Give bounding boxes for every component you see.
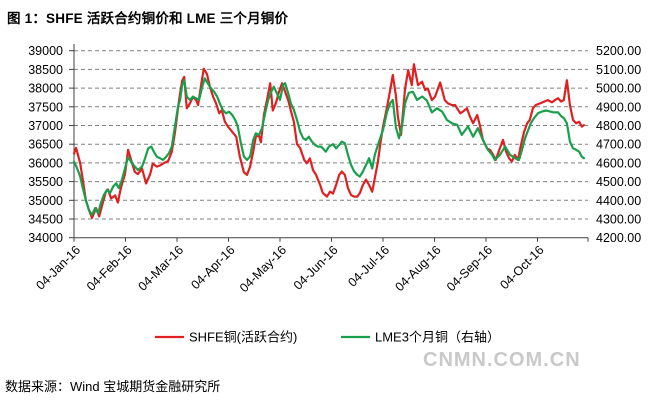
left-axis-tick-label: 38000 — [28, 82, 63, 96]
data-source-note: 数据来源：Wind 宝城期货金融研究所 — [5, 379, 221, 394]
left-axis-tick-label: 36000 — [28, 156, 63, 170]
left-axis-tick-label: 37500 — [28, 100, 63, 114]
x-axis-tick-label: 04-Aug-16 — [392, 243, 443, 294]
right-axis-tick-label: 5000.00 — [596, 82, 641, 96]
legend: SHFE铜(活跃合约) LME3个月铜（右轴） — [155, 330, 500, 345]
x-axis-tick-label: 04-May-16 — [237, 243, 289, 295]
left-axis-tick-label: 36500 — [28, 138, 63, 152]
y-axis-left-labels: 39000 38500 38000 37500 37000 36500 36000 35500… — [28, 44, 63, 245]
legend-label: LME3个月铜（右轴） — [375, 330, 500, 345]
y-axis-right-labels: 5200.00 5100.00 5000.00 4900.00 4800.00 4700.… — [596, 44, 641, 245]
left-axis-tick-label: 35000 — [28, 194, 63, 208]
legend-label: SHFE铜(活跃合约) — [189, 330, 297, 345]
right-axis-tick-label: 4400.00 — [596, 194, 641, 208]
series-line-shfe — [72, 63, 586, 219]
right-axis-tick-label: 4200.00 — [596, 231, 641, 245]
right-axis-tick-label: 4900.00 — [596, 100, 641, 114]
right-axis-tick-label: 4500.00 — [596, 175, 641, 189]
right-axis-tick-label: 4600.00 — [596, 156, 641, 170]
left-axis-tick-label: 35500 — [28, 175, 63, 189]
left-axis-tick-label: 38500 — [28, 63, 63, 77]
left-axis-tick-label: 37000 — [28, 119, 63, 133]
watermark: CNMN.COM.CN — [423, 349, 581, 371]
x-axis-tick-label: 04-Oct-16 — [497, 243, 546, 292]
chart-title: 图 1：SHFE 活跃合约铜价和 LME 三个月铜价 — [7, 11, 289, 26]
x-axis-tick-label: 04-Feb-16 — [84, 243, 135, 294]
right-axis-tick-label: 5200.00 — [596, 44, 641, 58]
right-axis-tick-label: 4700.00 — [596, 138, 641, 152]
x-axis-tick-label: 04-Jan-16 — [33, 243, 83, 293]
left-axis-tick-label: 34000 — [28, 231, 63, 245]
x-axis-tick-label: 04-Jul-16 — [345, 243, 392, 290]
right-axis-tick-label: 4300.00 — [596, 213, 641, 227]
right-axis-tick-label: 4800.00 — [596, 119, 641, 133]
x-axis-labels: 04-Jan-16 04-Feb-16 04-Mar-16 04-Apr-16 04-M… — [33, 243, 546, 295]
x-axis-tick-label: 04-Jun-16 — [291, 243, 341, 293]
left-axis-tick-label: 34500 — [28, 213, 63, 227]
x-axis-tick-label: 04-Sep-16 — [444, 243, 495, 294]
left-axis-tick-label: 39000 — [28, 44, 63, 58]
x-axis-tick-label: 04-Mar-16 — [135, 243, 186, 294]
gridlines — [74, 50, 588, 220]
axes — [69, 44, 589, 242]
series-line-lme — [72, 77, 586, 216]
right-axis-tick-label: 5100.00 — [596, 63, 641, 77]
x-axis-tick-label: 04-Apr-16 — [188, 243, 237, 292]
